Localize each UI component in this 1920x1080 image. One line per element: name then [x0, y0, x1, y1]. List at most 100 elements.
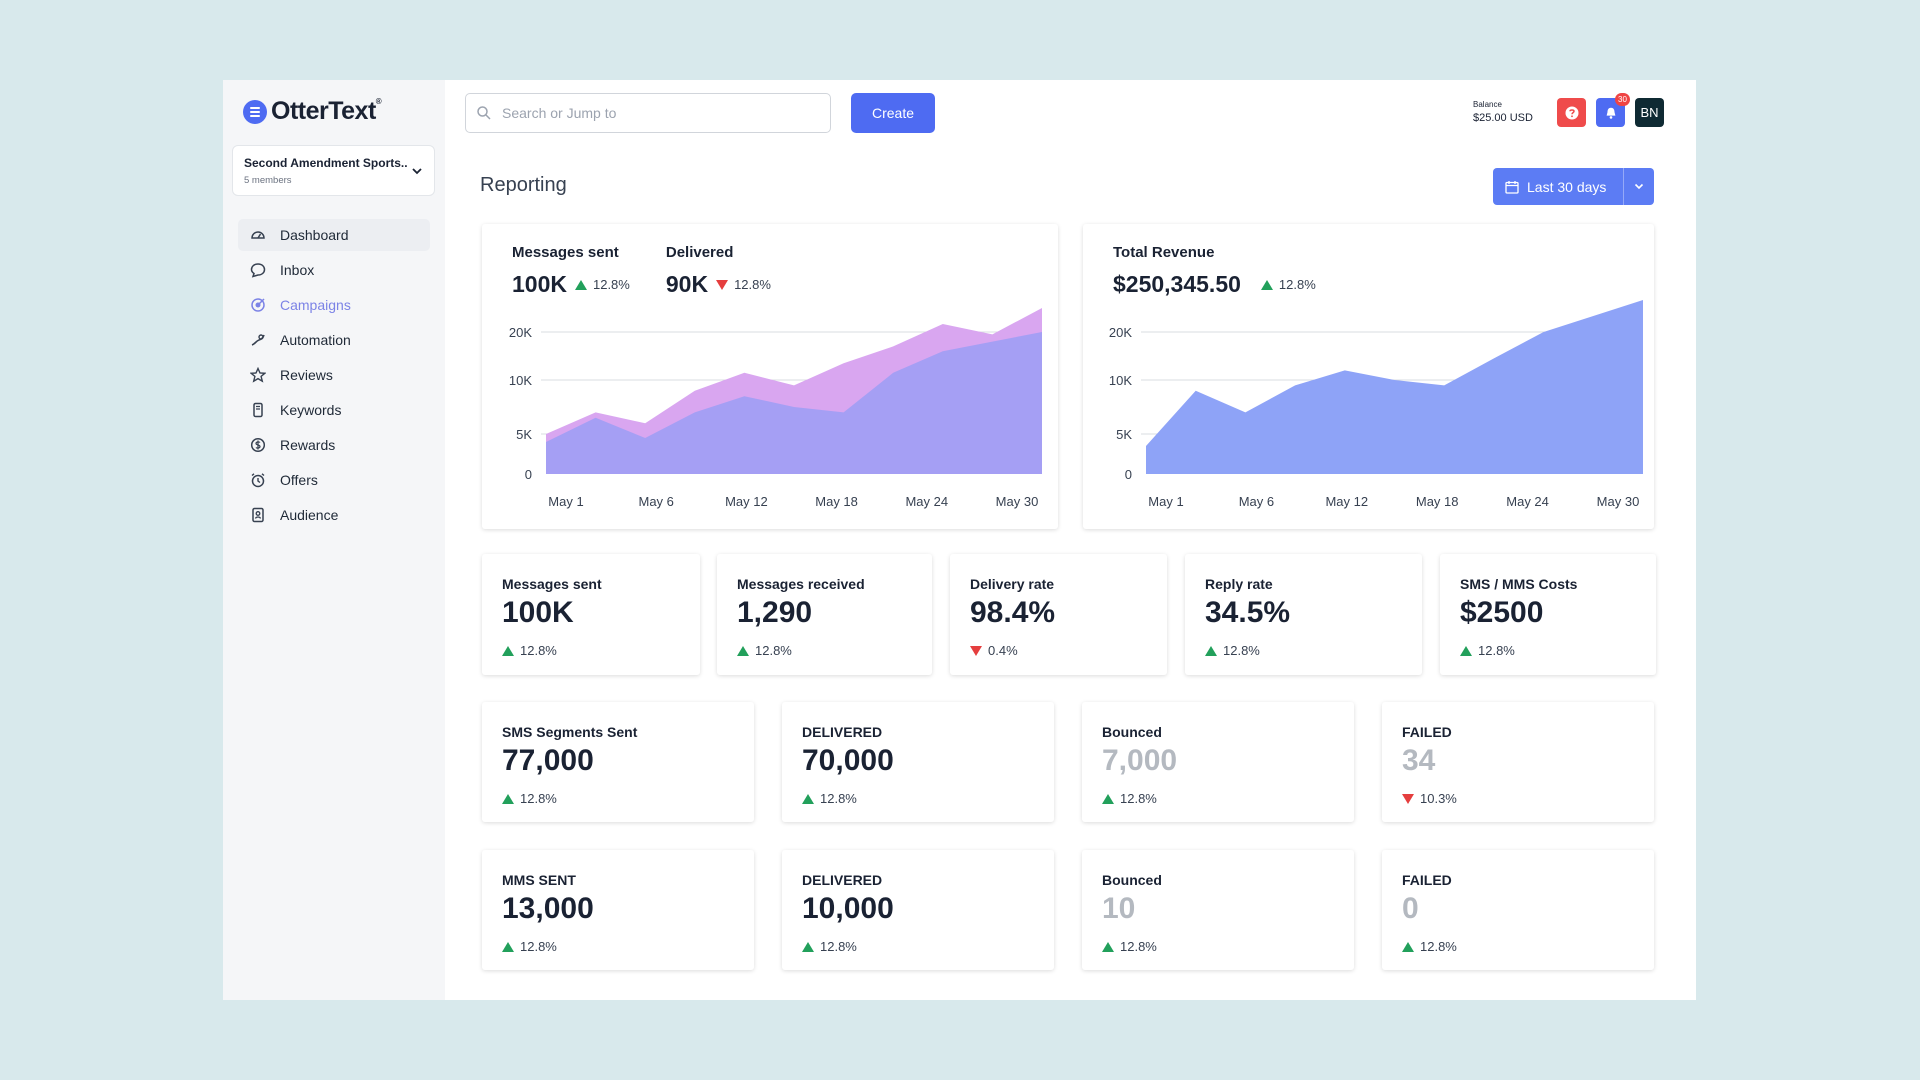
sidebar-item-reviews[interactable]: Reviews [238, 359, 430, 391]
sidebar-item-label: Dashboard [280, 227, 349, 243]
messages-area-chart: 0 5K 10K 20K May 1 May 6 May 12 May 18 May 24 May… [509, 308, 1042, 509]
change-value: 12.8% [520, 791, 557, 806]
stat-card: Messages received 1,290 12.8% [717, 554, 932, 675]
arrow-up-icon [502, 645, 514, 656]
search-box[interactable] [465, 93, 831, 133]
stat-value: 98.4% [970, 596, 1056, 629]
change-indicator: 12.8% [802, 939, 857, 954]
change-value: 12.8% [592, 277, 630, 292]
change-value: 12.8% [1420, 939, 1457, 954]
messages-chart-card: Messages sent 100K 12.8% Delivered 90K 1… [482, 224, 1058, 529]
y-tick-label: 20K [509, 325, 532, 340]
sidebar-item-offers[interactable]: Offers [238, 464, 430, 496]
arrow-up-icon [802, 793, 814, 804]
change-value: 12.8% [520, 643, 557, 658]
y-tick-label: 5K [1116, 427, 1132, 442]
stat-label: Messages received [737, 576, 865, 592]
arrow-up-icon [1460, 645, 1472, 656]
stat-card: Bounced 7,000 12.8% [1082, 702, 1354, 822]
change-indicator: 12.8% [802, 791, 857, 806]
change-value: 0.4% [988, 643, 1018, 658]
chevron-down-icon [412, 168, 422, 175]
stat-value: 10 [1102, 892, 1136, 925]
stat-label: MMS SENT [502, 872, 576, 888]
stat-value: 7,000 [1102, 744, 1178, 777]
y-tick-label: 5K [516, 427, 532, 442]
org-members: 5 members [244, 175, 292, 186]
stat-label: DELIVERED [802, 724, 883, 740]
x-tick-label: May 18 [1416, 494, 1459, 509]
x-tick-label: May 24 [905, 494, 948, 509]
sidebar-item-label: Keywords [280, 402, 342, 418]
revenue-area-chart: 0 5K 10K 20K May 1 May 6 May 12 May 18 May 24 May… [1109, 300, 1643, 509]
change-indicator: 12.8% [502, 643, 557, 658]
alarm-clock-icon [251, 473, 265, 488]
contacts-book-icon [252, 507, 264, 523]
sidebar-item-dashboard[interactable]: Dashboard [238, 219, 430, 251]
change-indicator: 12.8% [1260, 277, 1316, 292]
gauge-icon [251, 231, 265, 239]
sidebar-item-audience[interactable]: Audience [238, 499, 430, 531]
brand-name: OtterText® [271, 97, 382, 125]
change-indicator: 12.8% [1460, 643, 1515, 658]
org-switcher[interactable]: Second Amendment Sports.. 5 members [232, 145, 435, 196]
revenue-chart-card: Total Revenue $250,345.50 12.8% 0 5K 10K 20… [1083, 224, 1654, 529]
sidebar-item-rewards[interactable]: Rewards [238, 429, 430, 461]
search-input[interactable] [502, 105, 802, 121]
x-tick-label: May 12 [1325, 494, 1368, 509]
balance-value: $25.00 USD [1473, 112, 1533, 124]
arrow-up-icon [737, 645, 749, 656]
stat-value: 70,000 [802, 744, 894, 777]
revenue-chart-header: Total Revenue $250,345.50 12.8% [1113, 244, 1316, 298]
stat-value: 10,000 [802, 892, 894, 925]
stat-value: 13,000 [502, 892, 594, 925]
date-range-label: Last 30 days [1527, 178, 1607, 195]
x-tick-label: May 18 [815, 494, 858, 509]
change-indicator: 12.8% [1205, 643, 1260, 658]
brand-logo[interactable]: OtterText® [243, 97, 382, 126]
sidebar-item-inbox[interactable]: Inbox [238, 254, 430, 286]
sidebar-item-campaigns[interactable]: Campaigns [238, 289, 430, 321]
arrow-up-icon [1260, 279, 1273, 290]
help-button[interactable] [1557, 98, 1586, 127]
sidebar-item-label: Inbox [280, 262, 315, 278]
stat-label: FAILED [1402, 872, 1452, 888]
change-value: 12.8% [820, 939, 857, 954]
sidebar-item-label: Audience [280, 507, 339, 523]
metric-value: 100K [512, 271, 567, 297]
divider [1623, 168, 1624, 205]
sidebar-item-automation[interactable]: Automation [238, 324, 430, 356]
create-button[interactable]: Create [851, 93, 935, 133]
chevron-down-icon [1634, 183, 1644, 190]
stat-card: MMS SENT 13,000 12.8% [482, 850, 754, 970]
sidebar-item-label: Campaigns [280, 297, 351, 313]
question-icon [1565, 106, 1578, 119]
stat-card: Bounced 10 12.8% [1082, 850, 1354, 970]
change-indicator: 0.4% [970, 643, 1018, 658]
phone-icon [253, 402, 263, 418]
x-tick-label: May 1 [1148, 494, 1183, 509]
stat-value: $2500 [1460, 596, 1544, 629]
search-icon [477, 106, 491, 120]
metric-label: Total Revenue [1113, 244, 1215, 261]
sidebar-item-keywords[interactable]: Keywords [238, 394, 430, 426]
y-tick-label: 10K [509, 373, 532, 388]
change-indicator: 10.3% [1402, 791, 1457, 806]
stat-card: Reply rate 34.5% 12.8% [1185, 554, 1422, 675]
stat-label: Messages sent [502, 576, 602, 592]
stat-card: FAILED 0 12.8% [1382, 850, 1654, 970]
date-range-dropdown[interactable]: Last 30 days [1493, 168, 1654, 205]
change-value: 12.8% [734, 277, 771, 292]
arrow-up-icon [802, 941, 814, 952]
metric-label: Messages sent [512, 244, 619, 261]
stat-card: Delivery rate 98.4% 0.4% [950, 554, 1167, 675]
avatar[interactable]: BN [1635, 98, 1664, 127]
sidebar-item-label: Reviews [280, 367, 333, 383]
change-value: 12.8% [520, 939, 557, 954]
notification-badge: 30 [1615, 93, 1630, 106]
sidebar: OtterText® Second Amendment Sports.. 5 m… [223, 80, 445, 1000]
change-indicator: 12.8% [574, 277, 630, 292]
stat-label: DELIVERED [802, 872, 883, 888]
change-indicator: 12.8% [1402, 939, 1457, 954]
y-tick-label: 0 [525, 467, 532, 482]
